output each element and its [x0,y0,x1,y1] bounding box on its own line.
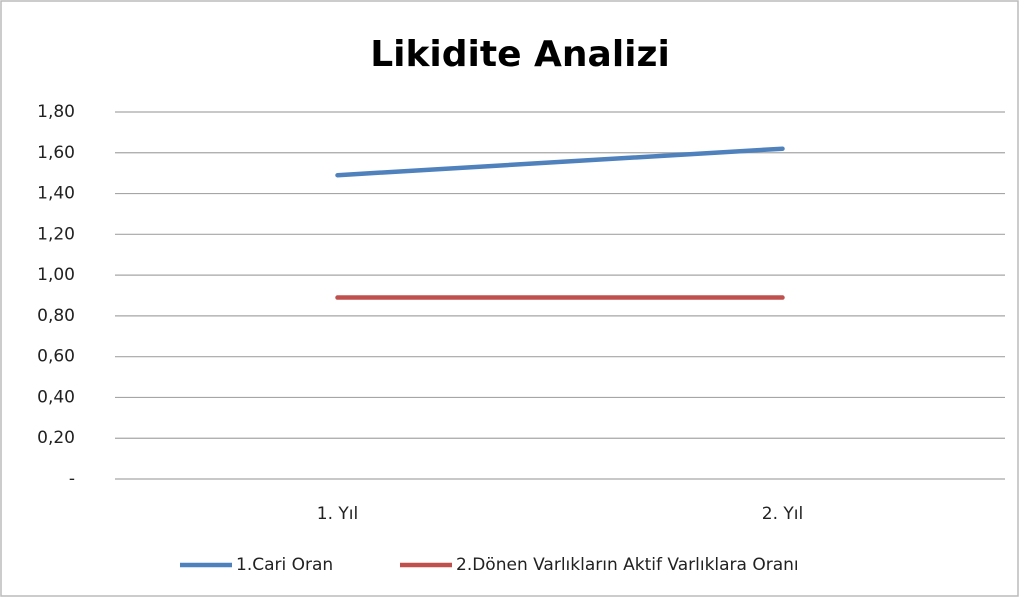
y-tick-label: 1,20 [37,224,75,244]
y-tick-label: - [69,469,75,489]
series-line [335,146,785,178]
x-tick-label: 2. Yıl [762,504,803,524]
y-tick-label: 0,20 [37,428,75,448]
y-tick-label: 1,60 [37,143,75,163]
legend-label: 2.Dönen Varlıkların Aktif Varlıklara Ora… [456,555,799,575]
x-tick-label: 1. Yıl [317,504,358,524]
y-tick-label: 0,60 [37,347,75,367]
y-tick-label: 1,00 [37,265,75,285]
y-tick-label: 0,40 [37,387,75,407]
legend-label: 1.Cari Oran [236,555,333,575]
y-tick-label: 1,40 [37,184,75,204]
chart-title: Likidite Analizi [370,34,670,75]
y-tick-label: 1,80 [37,102,75,122]
y-tick-label: 0,80 [37,306,75,326]
